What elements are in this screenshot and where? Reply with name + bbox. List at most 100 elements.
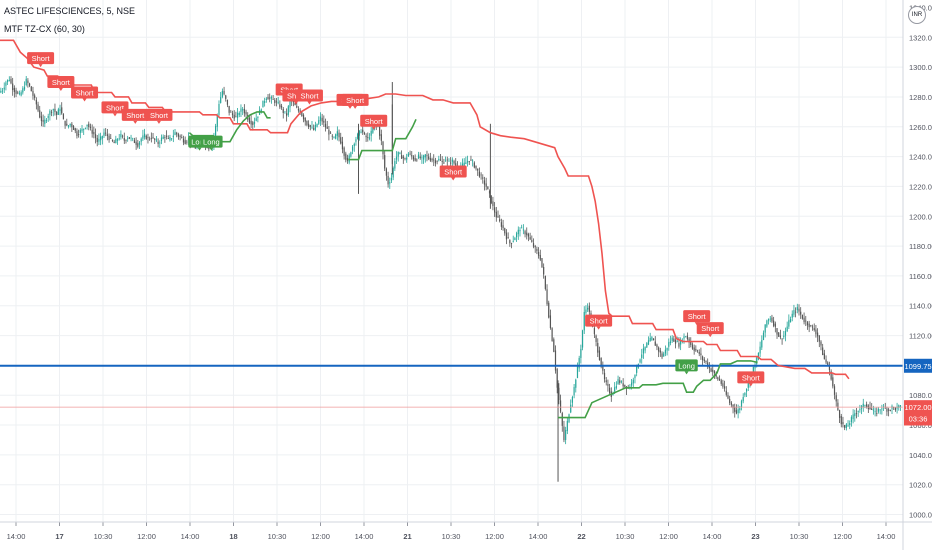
candle-body	[832, 377, 834, 387]
candle-body	[395, 156, 398, 160]
short-signal-label-text: Short	[106, 103, 125, 112]
x-tick-label: 12:00	[485, 532, 504, 541]
candle-body	[565, 430, 567, 440]
candle-body	[444, 160, 447, 162]
y-tick-label: 1300.00	[909, 63, 932, 72]
candle-body	[284, 111, 286, 113]
short-signal-label-pointer	[348, 105, 353, 109]
candle-body	[392, 167, 394, 178]
candle-body	[267, 96, 269, 100]
candle-body	[438, 158, 440, 161]
candle-body	[739, 408, 741, 411]
short-signal-label-text: Short	[688, 312, 707, 321]
candle-body	[100, 136, 102, 141]
y-tick-label: 1160.00	[909, 272, 932, 281]
short-signal-label-pointer	[353, 105, 358, 109]
candle-body	[708, 365, 710, 369]
short-signal-label-pointer	[371, 126, 376, 130]
candle-body	[321, 117, 323, 122]
candle-body	[81, 128, 83, 132]
candle-body	[157, 141, 159, 144]
long-signal-label: Long	[675, 359, 698, 375]
candle-body	[603, 372, 606, 380]
candle-body	[39, 110, 41, 118]
candle-body	[544, 275, 546, 289]
candle-body	[177, 134, 180, 137]
support-line	[348, 118, 417, 161]
candle-body	[614, 387, 616, 392]
candle-body	[715, 374, 717, 377]
candle-body	[646, 343, 648, 348]
x-tick-label: 12:00	[833, 532, 852, 541]
candle-body	[676, 341, 678, 343]
candle-body	[671, 337, 673, 341]
candle-body	[22, 88, 24, 93]
candle-body	[849, 423, 851, 426]
candle-body	[781, 338, 783, 340]
candle-body	[1, 90, 4, 92]
short-signal-label-text: Short	[444, 168, 463, 177]
short-signal-label: Short	[360, 114, 388, 130]
candle-body	[308, 123, 310, 128]
x-tick-label: 10:30	[616, 532, 635, 541]
candle-body	[838, 410, 841, 418]
candle-body	[889, 410, 891, 411]
candle-body	[397, 151, 399, 157]
candle-body	[61, 107, 63, 114]
candle-body	[718, 378, 721, 381]
candle-body	[346, 158, 349, 161]
time-axis[interactable]: 14:00 17 10:30 12:00 14:00 18 10:30 12:00 14:00 2…	[0, 521, 932, 541]
short-signal-label-pointer	[82, 98, 87, 102]
candle-body	[609, 387, 611, 393]
candle-body	[368, 137, 371, 139]
candle-body	[605, 380, 607, 383]
x-tick-label: 10:30	[442, 532, 461, 541]
short-signal-label: Short	[47, 76, 75, 92]
candle-body	[186, 141, 188, 143]
candle-body	[69, 123, 71, 126]
candle-body	[487, 186, 489, 190]
candle-body	[680, 339, 682, 345]
candle-body	[248, 117, 251, 123]
candle-body	[59, 108, 61, 112]
candle-body	[44, 119, 46, 124]
candle-body	[93, 131, 95, 135]
candle-body	[784, 331, 787, 336]
short-signal-label: Short	[696, 322, 724, 338]
x-tick-label: 12:00	[659, 532, 678, 541]
candle-body	[685, 336, 687, 338]
symbol-title: ASTEC LIFESCIENCES, 5, NSE	[4, 6, 136, 16]
candle-body	[115, 138, 117, 144]
short-signal-label-box	[47, 76, 75, 89]
candle-body	[380, 134, 382, 141]
candle-body	[184, 140, 186, 144]
candle-body	[537, 252, 540, 256]
short-signal-label-text: Short	[76, 88, 95, 97]
candle-body	[286, 113, 288, 116]
x-tick-label: 12:00	[311, 532, 330, 541]
candle-body	[411, 155, 413, 157]
currency-badge[interactable]: INR	[908, 6, 926, 24]
countdown-badge-text: 03:36	[909, 414, 928, 423]
candle-body	[725, 390, 727, 395]
candle-body	[690, 341, 692, 345]
candle-body	[669, 341, 672, 344]
candle-body	[226, 99, 229, 105]
candle-body	[815, 329, 817, 335]
candle-body	[796, 307, 798, 311]
candle-body	[869, 407, 871, 410]
short-signal-label: Short	[27, 52, 55, 68]
x-tick-label: 12:00	[137, 532, 156, 541]
price-axis[interactable]: 1320.00 1300.00 1280.00 1260.00 1240.00 1220.…	[902, 0, 932, 550]
candle-body	[527, 234, 530, 237]
candle-body	[597, 343, 599, 353]
candle-body	[79, 130, 81, 133]
candle-body	[238, 113, 240, 115]
candle-body	[644, 346, 646, 351]
candle-body	[514, 238, 516, 241]
candle-body	[773, 320, 775, 326]
candle-body	[384, 155, 386, 169]
candle-body	[729, 398, 731, 403]
candle-body	[800, 311, 802, 315]
